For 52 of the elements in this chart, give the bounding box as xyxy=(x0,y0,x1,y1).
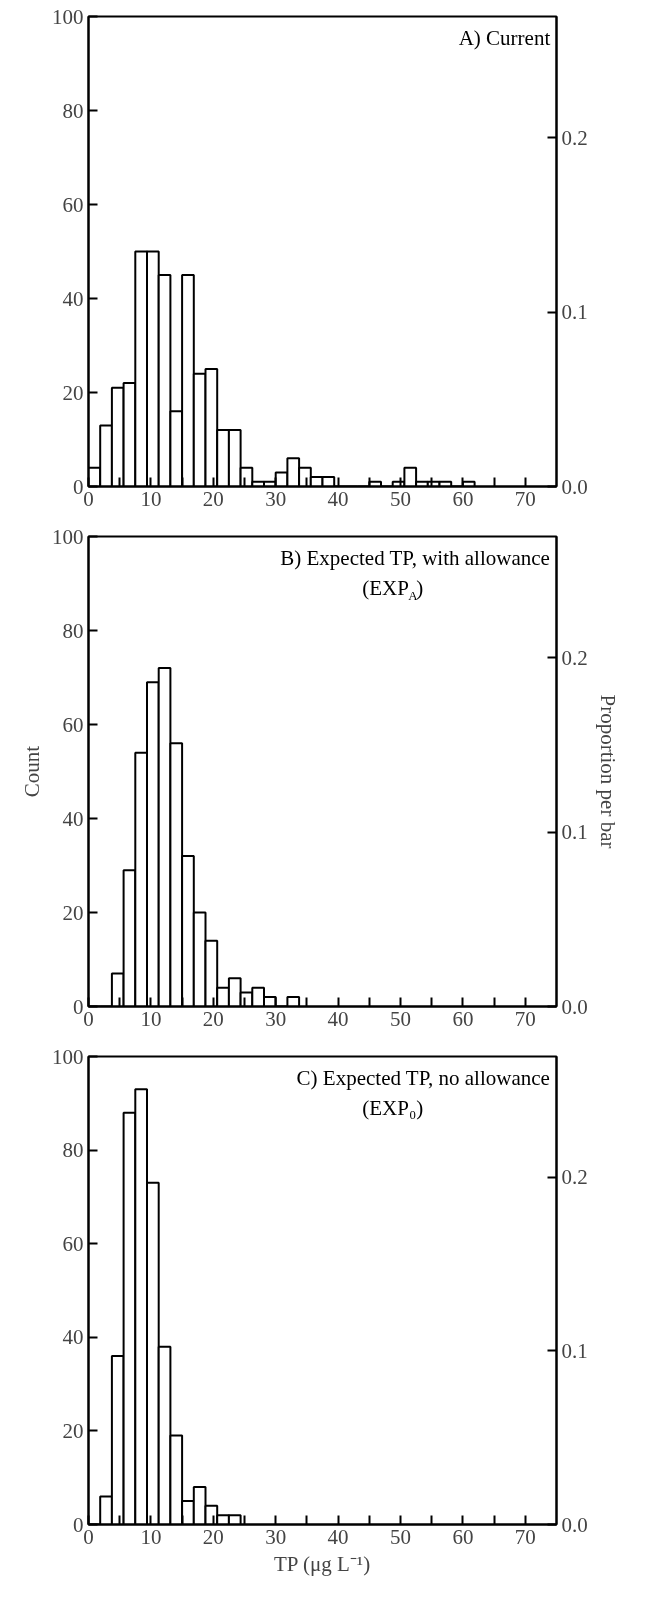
x-tick-label: 60 xyxy=(452,1006,474,1031)
x-tick-label: 20 xyxy=(202,1524,224,1549)
x-tick-label: 10 xyxy=(140,1006,162,1031)
x-axis-title: TP (μg L⁻¹) xyxy=(274,1551,371,1576)
y2-tick-label: 0.2 xyxy=(561,645,588,670)
x-tick-label: 20 xyxy=(202,1006,224,1031)
y2-tick-label: 0.0 xyxy=(561,994,588,1019)
x-tick-label: 30 xyxy=(265,486,287,511)
y2-tick-label: 0.2 xyxy=(561,1165,588,1190)
x-tick-label: 40 xyxy=(327,1006,349,1031)
y-tick-label: 40 xyxy=(62,286,84,311)
x-tick-label: 50 xyxy=(390,1006,411,1031)
y2-axis-title: Proportion per bar xyxy=(595,694,620,849)
y-tick-label: 100 xyxy=(52,1044,84,1069)
y2-tick-label: 0.1 xyxy=(561,300,588,325)
x-tick-label: 70 xyxy=(514,1006,536,1031)
y-tick-label: 100 xyxy=(52,524,84,549)
y2-tick-label: 0.0 xyxy=(561,1512,588,1537)
y2-tick-label: 0.2 xyxy=(561,125,588,150)
y-tick-label: 40 xyxy=(62,1325,84,1350)
text: B) Expected TP, with allowance xyxy=(280,545,550,570)
x-tick-label: 30 xyxy=(265,1006,287,1031)
x-tick-label: 60 xyxy=(452,486,474,511)
y-tick-label: 80 xyxy=(62,98,84,123)
y2-tick-label: 0.0 xyxy=(561,474,588,499)
x-tick-label: 50 xyxy=(390,1524,411,1549)
x-tick-label: 70 xyxy=(514,486,536,511)
x-tick-label: 10 xyxy=(140,486,162,511)
x-tick-label: 30 xyxy=(265,1524,287,1549)
x-tick-label: 50 xyxy=(390,486,411,511)
x-tick-label: 10 xyxy=(140,1524,162,1549)
y-axis-title: Count xyxy=(20,745,44,798)
text: A) Current xyxy=(458,25,551,50)
x-tick-label: 40 xyxy=(327,486,349,511)
y-tick-label: 80 xyxy=(62,1138,84,1163)
y-tick-label: 80 xyxy=(62,618,84,643)
x-tick-label: 20 xyxy=(202,486,224,511)
y-tick-label: 60 xyxy=(62,192,84,217)
y-tick-label: 60 xyxy=(62,712,84,737)
y2-tick-label: 0.1 xyxy=(561,820,588,845)
text: C) Expected TP, no allowance xyxy=(296,1065,550,1090)
x-tick-label: 40 xyxy=(327,1524,349,1549)
x-tick-label: 70 xyxy=(514,1524,536,1549)
x-tick-label: 60 xyxy=(452,1524,474,1549)
text: (EXP₀) xyxy=(362,1095,424,1120)
y2-tick-label: 0.1 xyxy=(561,1338,588,1363)
y-tick-label: 60 xyxy=(62,1231,84,1256)
y-tick-label: 40 xyxy=(62,806,84,831)
y-tick-label: 100 xyxy=(52,4,84,29)
y-tick-label: 20 xyxy=(62,900,84,925)
y-tick-label: 20 xyxy=(62,380,84,405)
y-tick-label: 20 xyxy=(62,1418,84,1443)
